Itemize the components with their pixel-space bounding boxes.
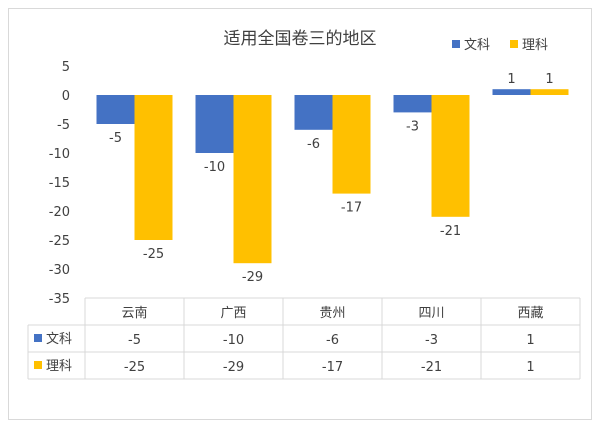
table-legend-swatch-1 (34, 361, 42, 369)
y-tick-label: -25 (49, 234, 70, 249)
data-label: -3 (406, 119, 419, 134)
legend-swatch-0 (452, 40, 460, 48)
legend-label-0: 文科 (464, 38, 490, 53)
data-label: 1 (545, 72, 553, 87)
y-tick-label: 0 (62, 89, 70, 104)
y-tick-label: -30 (49, 263, 70, 278)
data-label: -10 (204, 160, 225, 175)
chart-frame (8, 8, 592, 420)
table-cell: -29 (223, 360, 244, 375)
bar-理科-西藏 (530, 89, 569, 95)
table-cell: 1 (526, 333, 534, 348)
bar-文科-广西 (195, 95, 234, 153)
legend-swatch-1 (510, 40, 518, 48)
x-category-label: 西藏 (517, 306, 543, 321)
bar-文科-西藏 (492, 89, 531, 95)
data-label: 1 (507, 72, 515, 87)
data-label: -5 (109, 131, 122, 146)
y-tick-label: -35 (49, 292, 70, 307)
y-tick-label: -20 (49, 205, 70, 220)
bar-理科-广西 (233, 95, 272, 264)
bar-文科-四川 (393, 95, 432, 113)
table-cell: -6 (326, 333, 339, 348)
table-cell: -21 (421, 360, 442, 375)
bar-文科-贵州 (294, 95, 333, 130)
legend-label-1: 理科 (522, 38, 548, 53)
table-legend-swatch-0 (34, 334, 42, 342)
chart-title: 适用全国卷三的地区 (224, 29, 377, 49)
table-cell: -10 (223, 333, 244, 348)
table-cell: 1 (526, 360, 534, 375)
table-cell: -3 (425, 333, 438, 348)
data-label: -25 (143, 247, 164, 262)
x-category-label: 云南 (121, 305, 147, 321)
y-tick-label: -10 (49, 147, 70, 162)
bar-理科-贵州 (332, 95, 371, 194)
bar-理科-四川 (431, 95, 470, 217)
data-label: -6 (307, 137, 320, 152)
y-tick-label: -5 (57, 118, 70, 133)
bar-文科-云南 (96, 95, 135, 124)
bar-理科-云南 (134, 95, 173, 240)
data-label: -17 (341, 201, 362, 216)
table-series-label: 文科 (46, 332, 72, 347)
data-label: -29 (242, 270, 263, 285)
table-cell: -17 (322, 360, 343, 375)
y-tick-label: -15 (49, 176, 70, 191)
data-label: -21 (440, 224, 461, 239)
x-category-label: 四川 (418, 306, 444, 321)
table-cell: -5 (128, 333, 141, 348)
x-category-label: 贵州 (319, 306, 345, 321)
table-series-label: 理科 (46, 359, 72, 374)
y-tick-label: 5 (62, 60, 70, 75)
table-cell: -25 (124, 360, 145, 375)
x-category-label: 广西 (220, 306, 246, 321)
